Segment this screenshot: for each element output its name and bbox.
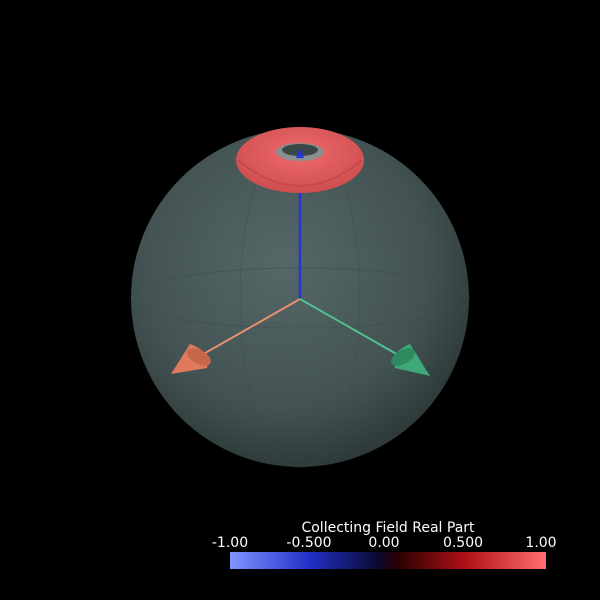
- colorbar-title: Collecting Field Real Part: [301, 520, 475, 536]
- y-axis-arrow: [299, 298, 430, 376]
- x-axis-arrow: [171, 298, 301, 374]
- colorbar-tick-low: -0.500: [286, 535, 332, 551]
- colorbar-tick-high: 0.500: [442, 535, 484, 551]
- colorbar-gradient: [230, 552, 546, 569]
- torus: [236, 127, 364, 193]
- colorbar-tick-max: 1.00: [525, 535, 557, 551]
- colorbar-tick-min: -1.00: [211, 535, 249, 551]
- colorbar-tick-mid: 0.00: [368, 535, 400, 551]
